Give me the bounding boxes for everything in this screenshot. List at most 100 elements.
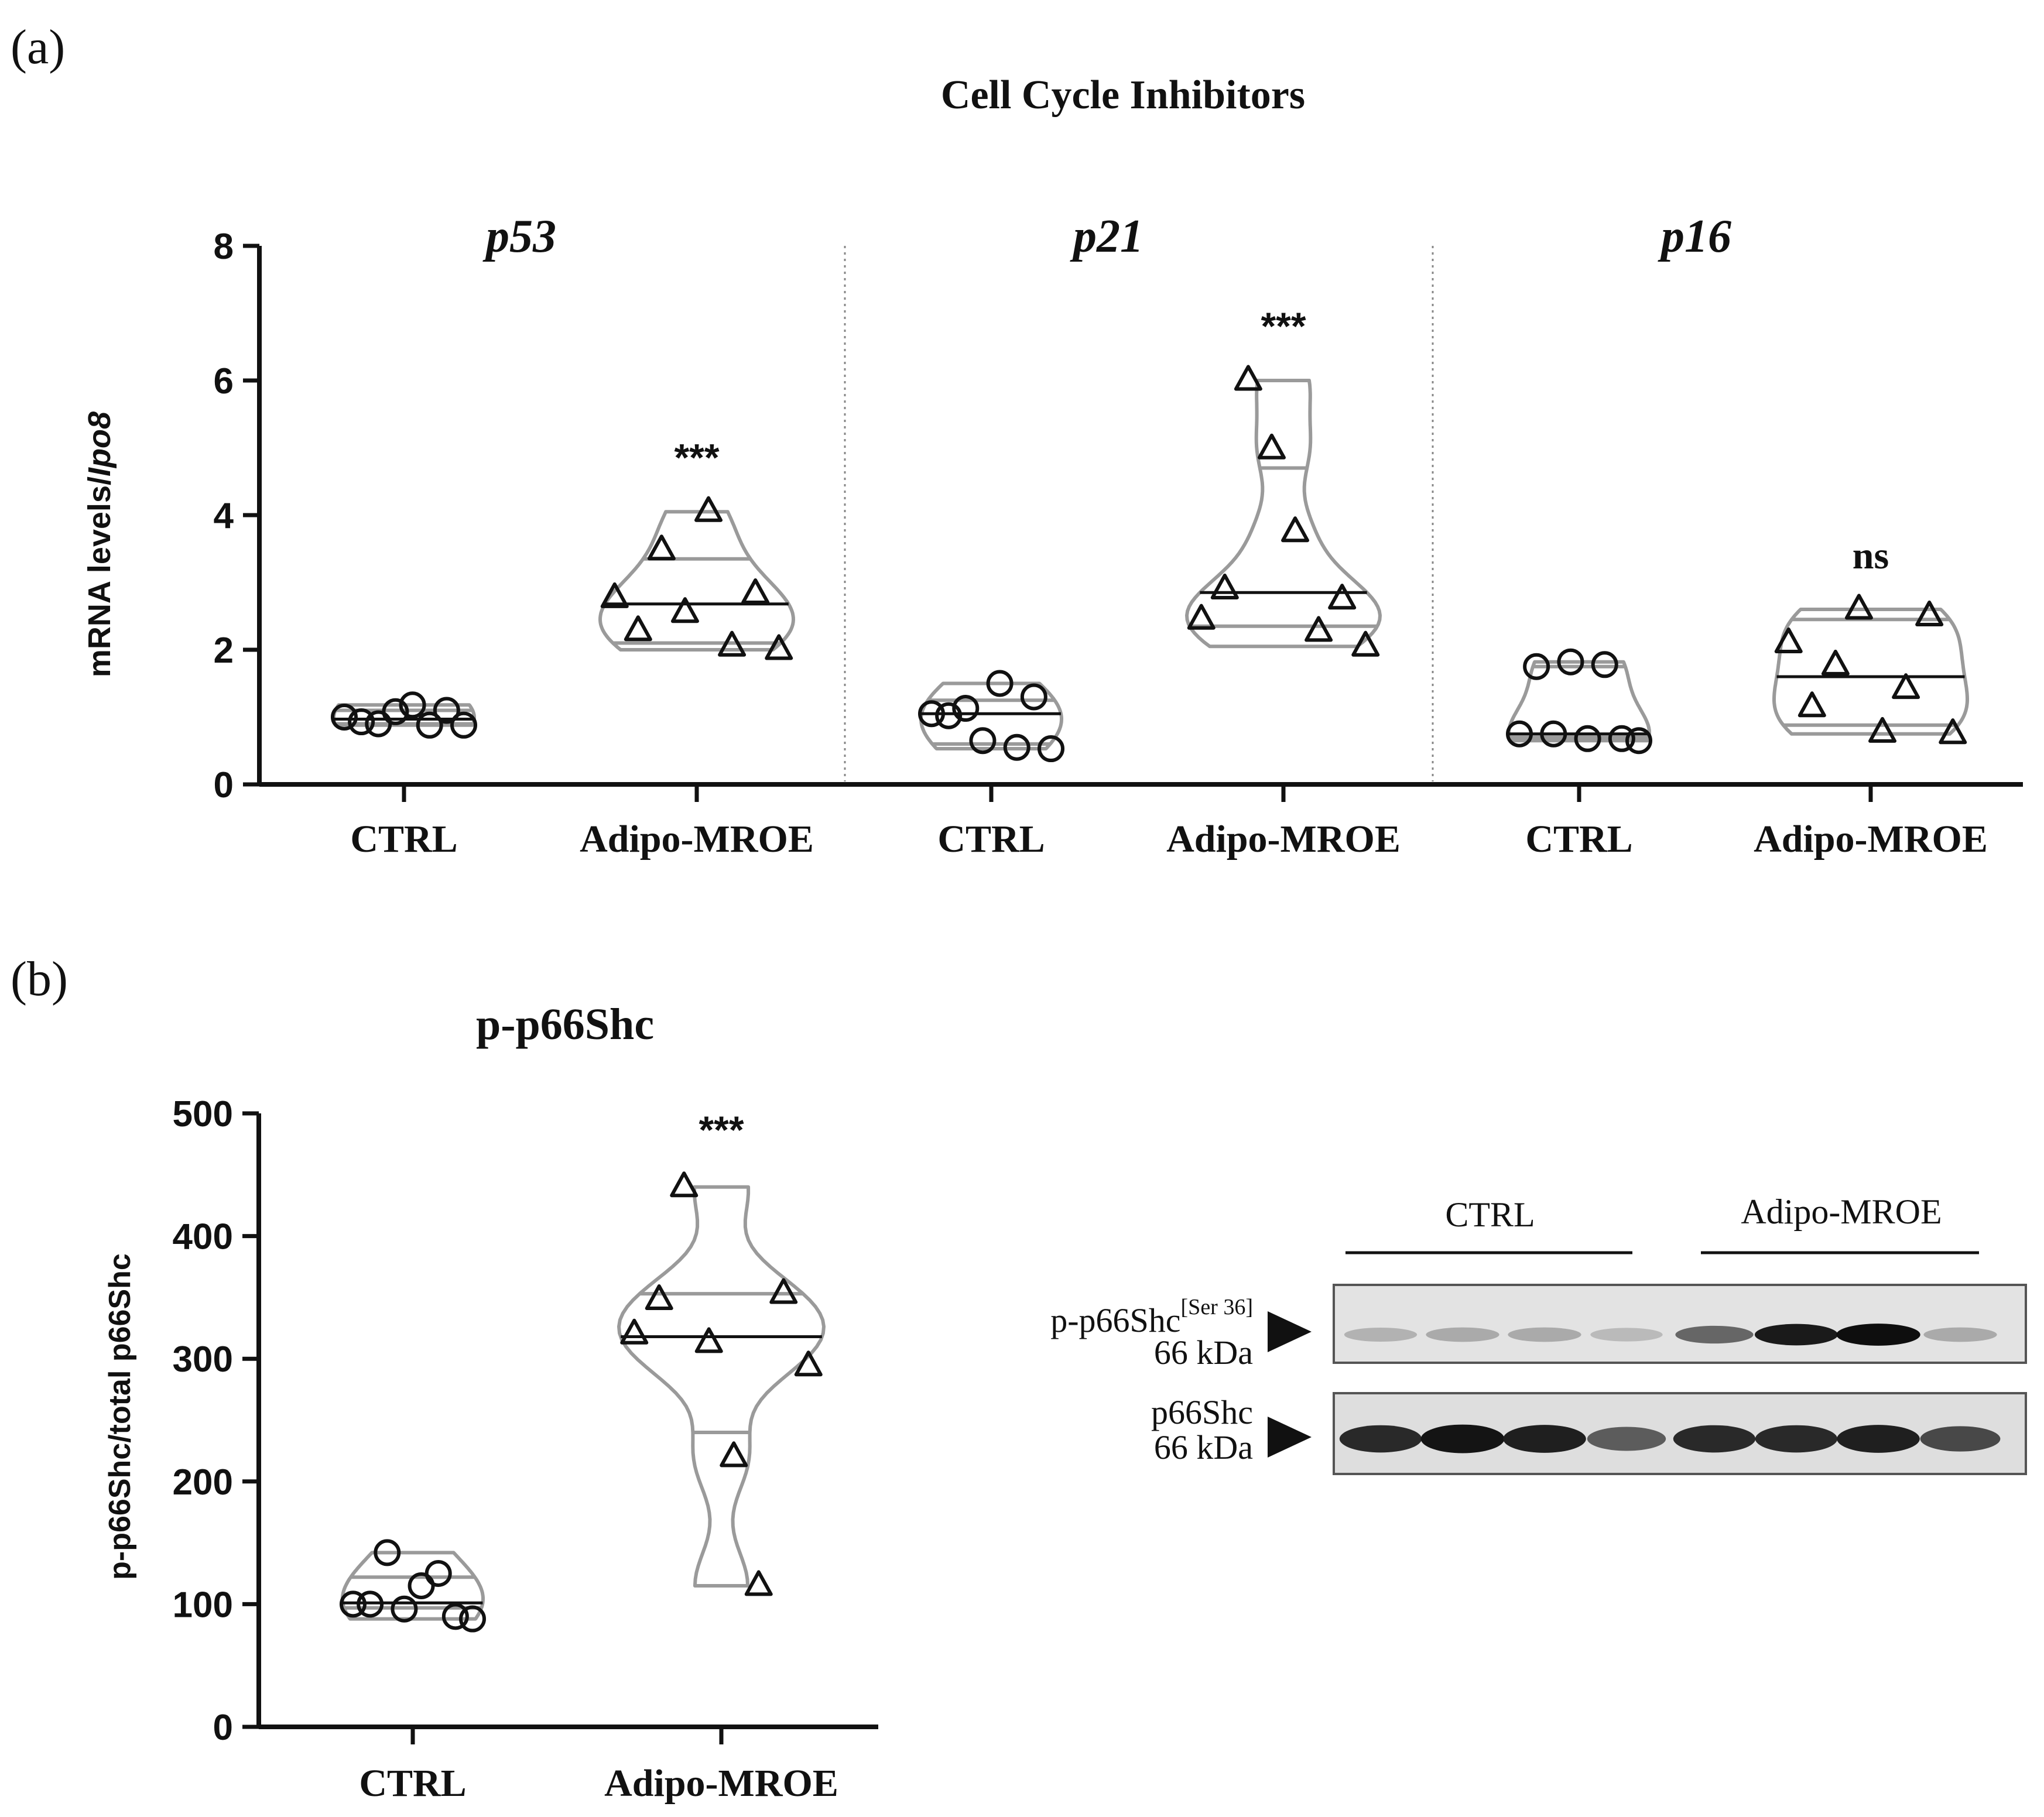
x-tick-label: Adipo-MROE xyxy=(604,1762,838,1805)
p16-mroe-violin xyxy=(1772,608,1969,736)
p53-ctrl-point xyxy=(433,697,460,724)
pp66-mroe-point xyxy=(620,1318,649,1345)
band1-size: 66 kDa xyxy=(1154,1333,1253,1372)
pp66-mroe-point xyxy=(744,1570,773,1596)
p53-mroe-point xyxy=(624,615,652,642)
x-tick-label: CTRL xyxy=(350,818,457,860)
p21-mroe-point xyxy=(1257,433,1286,460)
facet-title-p21: p21 xyxy=(1070,211,1143,262)
y-tick-label: 6 xyxy=(214,361,234,402)
band1-membrane xyxy=(1333,1284,2027,1364)
panel-a-ylabel: mRNA levels/Ipo8 xyxy=(82,412,117,677)
band1-name: p-p66Shc[Ser 36] xyxy=(1050,1295,1253,1339)
pp66-mroe-point xyxy=(670,1171,699,1198)
p16-ctrl-violin xyxy=(1507,660,1651,743)
y-tick-label: 4 xyxy=(214,496,234,536)
significance-label: ns xyxy=(1853,534,1889,577)
p53-ctrl-point xyxy=(399,691,426,719)
x-tick-label: CTRL xyxy=(1525,818,1632,860)
p53-ctrl-point xyxy=(348,708,375,736)
blot-group-ctrl: CTRL xyxy=(1445,1195,1535,1234)
blot-group-mroe: Adipo-MROE xyxy=(1741,1192,1942,1231)
y-tick-label: 0 xyxy=(213,1708,233,1748)
p21-ctrl-point xyxy=(1038,735,1064,763)
y-tick-label: 100 xyxy=(173,1585,233,1625)
p53-mroe-point xyxy=(670,597,699,623)
p21-ctrl-point xyxy=(952,695,980,722)
p53-mroe-point xyxy=(647,534,676,561)
p21-ctrl-point xyxy=(1003,733,1030,761)
panel-b-title: p-p66Shc xyxy=(476,1000,654,1049)
pp66-ctrl-point xyxy=(340,1590,367,1618)
p16-ctrl-point xyxy=(1625,727,1652,755)
pp66-ctrl-point xyxy=(391,1595,418,1623)
p21-mroe-point xyxy=(1351,630,1380,657)
y-tick-label: 0 xyxy=(214,765,234,805)
pp66-mroe-point xyxy=(769,1278,798,1304)
band2-lane-band xyxy=(1837,1425,1920,1453)
y-tick-label: 200 xyxy=(173,1462,233,1503)
p21-mroe-point xyxy=(1187,604,1216,630)
p16-mroe-point xyxy=(1844,594,1873,620)
p21-mroe-point xyxy=(1305,616,1333,642)
p21-mroe-point xyxy=(1210,573,1239,599)
p16-mroe-point xyxy=(1774,627,1803,653)
p16-mroe-point xyxy=(1798,691,1826,718)
band1-lane-band xyxy=(1508,1327,1581,1342)
p53-ctrl-point xyxy=(331,704,358,731)
band1-lane-band xyxy=(1754,1324,1838,1346)
significance-label: *** xyxy=(674,436,719,479)
x-tick-label: CTRL xyxy=(937,818,1045,860)
facet-title-p16: p16 xyxy=(1658,211,1731,262)
significance-label: *** xyxy=(699,1108,744,1151)
panel-b-plot: 0 100 200 300 400 500 CTRL Adipo-MROE *** xyxy=(173,1094,878,1805)
p16-mroe-point xyxy=(1892,673,1920,700)
p16-mroe-point xyxy=(1868,716,1897,743)
p53-mroe-point xyxy=(600,582,629,608)
pp66-mroe-violin xyxy=(617,1185,826,1588)
band2-arrow-icon xyxy=(1268,1417,1312,1458)
p53-ctrl-point xyxy=(382,698,409,725)
pp66-ctrl-point xyxy=(374,1539,401,1566)
blot-bands xyxy=(1339,1324,2001,1453)
band2-lane-band xyxy=(1755,1425,1838,1453)
y-tick-label: 8 xyxy=(214,227,234,267)
p53-ctrl-point xyxy=(450,711,477,739)
panel-a-plot: 0 2 4 6 8 p53 CTRL Adipo-MROE *** p21 CTRL Adipo-MR… xyxy=(214,211,2023,860)
p16-ctrl-point xyxy=(1574,725,1601,752)
band1-lane-band xyxy=(1923,1327,1997,1342)
band1-lane-band xyxy=(1590,1328,1663,1342)
p16-mroe-point xyxy=(1939,718,1967,745)
band2-name: p66Shc xyxy=(1151,1393,1253,1431)
p21-ctrl-point xyxy=(986,670,1014,697)
y-tick-label: 500 xyxy=(173,1094,233,1134)
p53-ctrl-point xyxy=(416,711,443,739)
band2-lane-band xyxy=(1673,1425,1756,1453)
p21-mroe-point xyxy=(1234,365,1262,391)
western-blot: CTRL Adipo-MROE p-p66Shc[Ser 36] 66 kDa … xyxy=(1050,1192,2027,1475)
p21-ctrl-point xyxy=(918,700,945,728)
band2-size: 66 kDa xyxy=(1154,1428,1253,1466)
p53-mroe-point xyxy=(694,496,723,522)
band2-lane-band xyxy=(1420,1424,1505,1453)
facet-title-p53: p53 xyxy=(482,211,556,262)
p53-mroe-violin xyxy=(598,510,795,652)
band2-lane-band xyxy=(1587,1427,1666,1451)
pp66-mroe-point xyxy=(694,1327,723,1353)
p16-ctrl-point xyxy=(1540,720,1567,748)
p21-ctrl-point xyxy=(969,727,997,755)
p16-ctrl-point xyxy=(1591,651,1618,678)
p16-ctrl-point xyxy=(1506,720,1533,748)
panel-b-ylabel: p-p66Shc/total p66Shc xyxy=(103,1253,137,1580)
p21-mroe-point xyxy=(1328,584,1357,610)
x-tick-label: Adipo-MROE xyxy=(1166,818,1401,860)
y-tick-label: 400 xyxy=(173,1217,233,1257)
p16-ctrl-point xyxy=(1557,648,1584,676)
band2-lane-band xyxy=(1339,1425,1422,1453)
band2-lane-band xyxy=(1503,1425,1586,1453)
p21-mroe-point xyxy=(1281,516,1310,543)
band2-lane-band xyxy=(1920,1426,2001,1452)
pp66-mroe-point xyxy=(794,1350,823,1377)
p16-ctrl-point xyxy=(1523,653,1550,680)
